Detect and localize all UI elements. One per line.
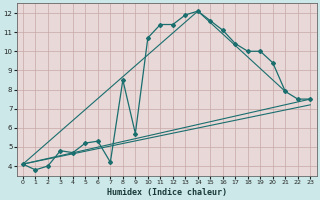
X-axis label: Humidex (Indice chaleur): Humidex (Indice chaleur): [107, 188, 227, 197]
